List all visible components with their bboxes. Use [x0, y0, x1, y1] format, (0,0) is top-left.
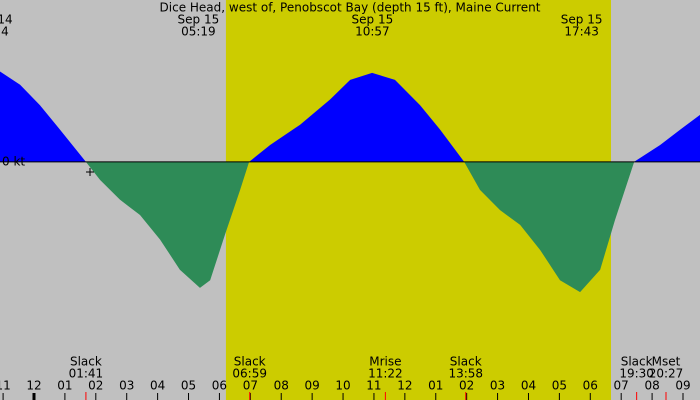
cursor-marker: [86, 168, 94, 176]
x-tick-label: 09: [675, 379, 690, 393]
x-tick-label: 01: [428, 379, 443, 393]
event-name: Slack: [450, 355, 482, 369]
x-tick-label: 02: [88, 379, 103, 393]
peak-date: Sep 15: [352, 13, 394, 27]
event-name: Slack: [70, 355, 102, 369]
x-tick-label: 01: [57, 379, 72, 393]
event-time: 20:27: [649, 367, 684, 381]
event-name: Mrise: [369, 355, 401, 369]
x-tick-label: 06: [583, 379, 598, 393]
peak-date: Sep 15: [178, 13, 220, 27]
x-tick-label: 05: [552, 379, 567, 393]
peak-time: 10:57: [355, 25, 390, 39]
event-time: 01:41: [69, 367, 104, 381]
event-name: Slack: [234, 355, 266, 369]
peak-time: 4: [1, 25, 9, 39]
x-tick-label: 04: [150, 379, 165, 393]
zero-label: 0 kt: [2, 154, 25, 168]
chart-title: Dice Head, west of, Penobscot Bay (depth…: [160, 1, 541, 15]
x-tick-label: 05: [181, 379, 196, 393]
x-tick-label: 04: [521, 379, 536, 393]
event-time: 11:22: [368, 367, 403, 381]
event-time: 06:59: [232, 367, 267, 381]
x-tick-label: 03: [119, 379, 134, 393]
peak-time: 17:43: [564, 25, 599, 39]
event-name: Mset: [652, 355, 681, 369]
x-tick-label: 07: [614, 379, 629, 393]
x-tick-label: 03: [490, 379, 505, 393]
peak-time: 05:19: [181, 25, 216, 39]
x-tick-label: 11: [0, 379, 11, 393]
x-tick-label: 06: [212, 379, 227, 393]
x-tick-label: 02: [459, 379, 474, 393]
x-tick-label: 08: [274, 379, 289, 393]
peak-date: Sep 15: [561, 13, 603, 27]
peak-date: 14: [0, 13, 13, 27]
x-tick-label: 08: [644, 379, 659, 393]
event-name: Slack: [621, 355, 653, 369]
flood-area: [0, 71, 700, 162]
x-tick-label: 09: [305, 379, 320, 393]
x-tick-label: 10: [335, 379, 350, 393]
x-tick-label: 12: [26, 379, 41, 393]
x-tick-label: 12: [397, 379, 412, 393]
x-tick-label: 11: [366, 379, 381, 393]
event-time: 13:58: [448, 367, 483, 381]
x-tick-label: 07: [243, 379, 258, 393]
event-time: 19:30: [619, 367, 654, 381]
ebb-area: [85, 161, 635, 293]
